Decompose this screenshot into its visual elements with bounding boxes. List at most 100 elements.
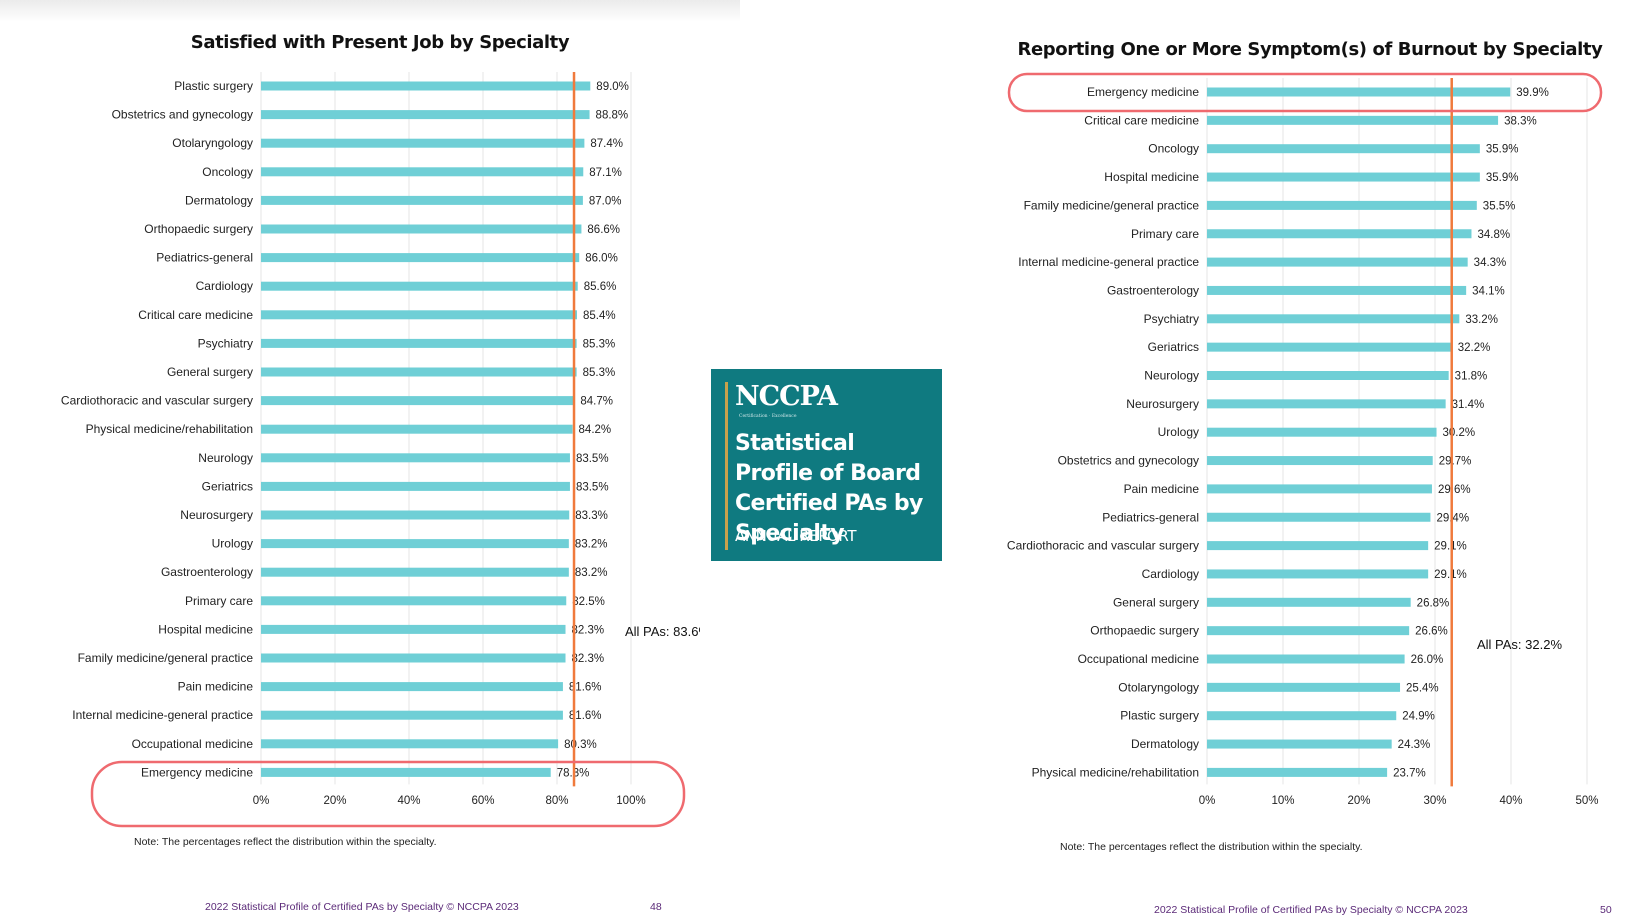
right-category-label: General surgery [1113,595,1199,609]
right-value-label: 24.3% [1398,739,1431,751]
left-value-label: 86.0% [585,253,618,265]
right-footer: 2022 Statistical Profile of Certified PA… [1154,904,1468,916]
right-bar [1207,682,1401,692]
left-value-label: 82.3% [572,653,605,665]
left-value-label: 89.0% [596,81,629,93]
left-value-label: 83.5% [576,481,609,493]
right-category-label: Primary care [1131,227,1199,241]
right-category-label: Cardiothoracic and vascular surgery [1007,539,1199,553]
left-bar [261,481,570,491]
right-bar [1207,399,1446,409]
right-category-label: Hospital medicine [1104,170,1199,184]
right-value-label: 26.6% [1415,626,1448,638]
left-x-tick-label: 60% [471,795,494,807]
right-bar [1207,314,1460,324]
right-category-label: Critical care medicine [1084,113,1199,127]
right-value-label: 35.9% [1486,172,1519,184]
right-bars [1207,87,1511,777]
right-bar [1207,597,1411,607]
left-bar [261,167,584,177]
left-chart: Satisfied with Present Job by Specialty … [61,32,700,913]
left-category-label: General surgery [167,365,253,379]
right-bar [1207,456,1433,466]
left-value-label: 80.3% [564,739,597,751]
left-bar [261,195,583,205]
left-value-label: 81.6% [569,682,602,694]
left-category-label: Cardiothoracic and vascular surgery [61,394,253,408]
left-category-label: Cardiology [196,279,253,293]
nccpa-logo: NCCPA [735,381,838,412]
right-bar [1207,654,1405,664]
left-chart-title: Satisfied with Present Job by Specialty [191,32,570,53]
right-bar [1207,87,1511,97]
right-bar [1207,739,1392,749]
right-chart-title: Reporting One or More Symptom(s) of Burn… [1018,39,1604,60]
right-category-label: Obstetrics and gynecology [1058,454,1199,468]
left-value-label: 87.4% [590,138,623,150]
right-bar [1207,115,1499,125]
left-value-label: 85.6% [584,281,617,293]
left-category-label: Geriatrics [202,479,253,493]
card-title: Statistical Profile of Board Certified P… [735,431,923,546]
left-bar [261,81,591,91]
left-x-tick-label: 100% [616,795,645,807]
right-bar [1207,569,1429,579]
left-bar [261,396,575,406]
left-category-label: Neurosurgery [180,508,253,522]
right-x-tick-label: 30% [1423,795,1446,807]
right-value-label: 35.9% [1486,144,1519,156]
right-bar [1207,484,1432,494]
right-value-label: 39.9% [1516,87,1549,99]
left-category-labels: Plastic surgery Obstetrics and gynecology… [61,79,253,779]
right-value-label: 30.2% [1443,427,1476,439]
left-category-label: Plastic surgery [174,79,253,93]
left-value-label: 82.3% [572,624,605,636]
right-bar [1207,285,1467,295]
left-footer: 2022 Statistical Profile of Certified PA… [205,901,519,913]
right-note: Note: The percentages reflect the distri… [1060,841,1363,853]
left-category-label: Otolaryngology [172,136,253,150]
left-category-label: Dermatology [185,193,253,207]
left-x-tick-label: 0% [253,795,270,807]
right-bar [1207,172,1480,182]
right-category-label: Neurosurgery [1126,397,1199,411]
card-accent-bar [725,382,728,550]
right-category-label: Gastroenterology [1107,283,1199,297]
left-category-label: Internal medicine-general practice [72,708,253,722]
left-category-label: Gastroenterology [161,565,253,579]
left-value-label: 83.3% [575,510,608,522]
right-category-label: Dermatology [1131,737,1199,751]
right-category-label: Urology [1158,425,1199,439]
left-category-label: Occupational medicine [132,737,254,751]
right-bar [1207,711,1397,721]
left-value-label: 84.2% [579,424,612,436]
report-cover-card: NCCPA Certification · Excellence Statist… [711,369,942,561]
right-category-label: Occupational medicine [1078,652,1200,666]
left-category-label: Orthopaedic surgery [144,222,253,236]
right-category-label: Oncology [1148,142,1199,156]
right-bar [1207,200,1477,210]
left-category-label: Psychiatry [198,336,253,350]
left-bar [261,424,573,434]
left-bar [261,739,559,749]
nccpa-tagline: Certification · Excellence [739,414,797,419]
left-average-label: All PAs: 83.6% [625,624,700,639]
left-value-label: 82.5% [572,596,605,608]
right-bar [1207,371,1449,380]
left-bar [261,510,570,520]
right-bar [1207,541,1429,551]
right-x-tick-label: 0% [1199,795,1216,807]
left-category-label: Physical medicine/rehabilitation [86,422,253,436]
right-value-label: 32.2% [1458,342,1491,354]
left-bar [261,624,566,634]
right-value-label: 29.6% [1438,484,1471,496]
right-value-label: 25.4% [1406,682,1439,694]
left-category-label: Oncology [202,165,253,179]
left-bar [261,338,577,348]
right-bar [1207,342,1452,352]
right-value-label: 29.7% [1439,456,1472,468]
left-category-label: Emergency medicine [141,765,253,779]
right-category-labels: Emergency medicine Critical care medicine… [1007,85,1199,779]
right-bar [1207,427,1437,437]
right-value-label: 34.3% [1474,257,1507,269]
